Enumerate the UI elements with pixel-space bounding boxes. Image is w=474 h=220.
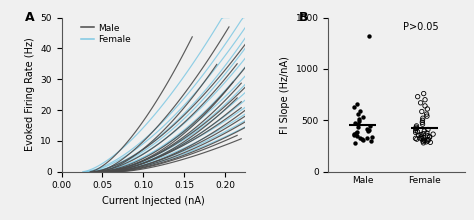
Point	[365, 128, 373, 132]
Point	[414, 95, 421, 98]
Y-axis label: Evoked Firing Rate (Hz): Evoked Firing Rate (Hz)	[25, 38, 35, 152]
Point	[359, 116, 367, 119]
Point	[420, 92, 428, 95]
Point	[418, 110, 426, 113]
Point	[353, 134, 361, 138]
Point	[418, 137, 426, 141]
Point	[419, 141, 427, 145]
Point	[426, 135, 434, 139]
Point	[419, 132, 427, 135]
Point	[419, 139, 427, 143]
Point	[429, 132, 437, 136]
Point	[353, 130, 361, 134]
Point	[413, 127, 420, 130]
Point	[419, 122, 427, 126]
Point	[412, 131, 419, 134]
Point	[423, 112, 430, 116]
Point	[414, 130, 421, 134]
Point	[424, 134, 431, 138]
Text: P>0.05: P>0.05	[403, 22, 439, 32]
Point	[413, 138, 420, 141]
Point	[419, 121, 426, 124]
Point	[412, 128, 419, 132]
Point	[426, 135, 433, 138]
Point	[423, 131, 431, 135]
Point	[425, 138, 432, 141]
Point	[365, 34, 373, 38]
Text: A: A	[25, 11, 35, 24]
Point	[365, 129, 372, 133]
Y-axis label: FI Slope (Hz/nA): FI Slope (Hz/nA)	[280, 56, 290, 134]
X-axis label: Current Injected (nA): Current Injected (nA)	[102, 196, 205, 206]
Point	[353, 131, 360, 135]
Point	[355, 112, 362, 116]
Point	[356, 109, 364, 113]
Point	[423, 114, 431, 118]
Point	[367, 139, 374, 143]
Point	[419, 119, 426, 122]
Point	[413, 124, 420, 128]
Point	[350, 105, 358, 109]
Point	[419, 116, 427, 120]
Point	[421, 104, 429, 108]
Point	[418, 134, 425, 138]
Point	[355, 117, 363, 121]
Point	[354, 123, 362, 126]
Point	[422, 140, 430, 144]
Point	[424, 139, 431, 143]
Point	[424, 107, 431, 111]
Point	[416, 136, 424, 140]
Point	[350, 132, 358, 136]
Point	[420, 129, 428, 133]
Point	[427, 141, 434, 144]
Point	[420, 138, 428, 142]
Point	[368, 135, 375, 138]
Point	[412, 125, 420, 129]
Point	[364, 136, 371, 140]
Point	[353, 102, 360, 106]
Point	[355, 119, 363, 123]
Point	[419, 136, 427, 139]
Point	[418, 133, 425, 136]
Point	[366, 124, 374, 128]
Point	[424, 128, 432, 131]
Point	[354, 126, 362, 129]
Point	[421, 98, 429, 101]
Point	[363, 127, 370, 131]
Point	[350, 133, 358, 136]
Point	[351, 141, 359, 145]
Point	[359, 139, 366, 142]
Text: B: B	[299, 11, 308, 24]
Point	[352, 121, 359, 125]
Point	[415, 133, 422, 137]
Legend: Male, Female: Male, Female	[81, 24, 131, 44]
Point	[356, 136, 364, 139]
Point	[417, 101, 424, 104]
Point	[421, 139, 428, 142]
Point	[358, 138, 366, 141]
Point	[412, 137, 419, 140]
